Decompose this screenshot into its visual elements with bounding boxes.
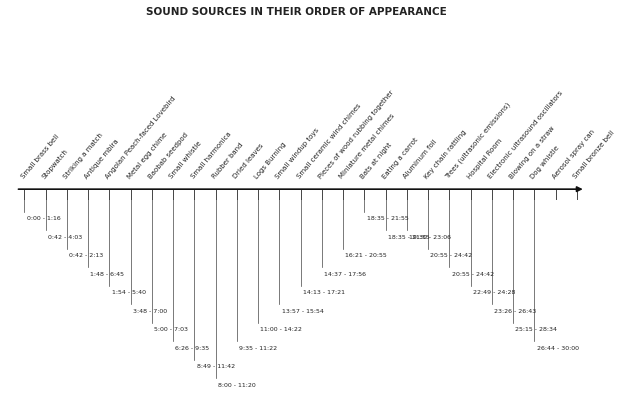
Text: 22:49 - 24:28: 22:49 - 24:28	[473, 290, 515, 295]
Text: 11:00 - 14:22: 11:00 - 14:22	[260, 327, 302, 332]
Text: Hospital Room: Hospital Room	[466, 137, 503, 180]
Text: 9:35 - 11:22: 9:35 - 11:22	[239, 346, 277, 351]
Text: Trees (ultrasonic emissions): Trees (ultrasonic emissions)	[444, 101, 512, 180]
Text: Dog whistle: Dog whistle	[530, 144, 561, 180]
Text: 23:26 - 26:43: 23:26 - 26:43	[494, 309, 537, 314]
Text: Dried leaves: Dried leaves	[232, 142, 265, 180]
Text: 0:42 - 4:03: 0:42 - 4:03	[48, 235, 82, 240]
Text: 0:00 - 1:16: 0:00 - 1:16	[27, 216, 61, 221]
Text: Pieces of wood rubbing together: Pieces of wood rubbing together	[317, 89, 395, 180]
Text: 18:35 - 21:55: 18:35 - 21:55	[388, 235, 430, 240]
Text: Key chain rattling: Key chain rattling	[424, 129, 468, 180]
Text: 13:57 - 15:54: 13:57 - 15:54	[281, 309, 323, 314]
Text: 14:37 - 17:56: 14:37 - 17:56	[324, 272, 366, 277]
Text: Aluminum foil: Aluminum foil	[402, 138, 438, 180]
Text: Miniature metal chimes: Miniature metal chimes	[338, 112, 396, 180]
Text: 20:55 - 24:42: 20:55 - 24:42	[452, 272, 494, 277]
Text: Rubber band: Rubber band	[211, 141, 244, 180]
Text: Small windup toys: Small windup toys	[275, 126, 321, 180]
Text: Aerosol spray can: Aerosol spray can	[551, 128, 595, 180]
Text: Bats at night: Bats at night	[360, 141, 393, 180]
Text: Small whistle: Small whistle	[168, 140, 203, 180]
Text: Small bronze bell: Small bronze bell	[572, 129, 616, 180]
Text: Stopwatch: Stopwatch	[41, 147, 69, 180]
Text: 19:30 - 23:06: 19:30 - 23:06	[409, 235, 451, 240]
Text: 1:48 - 6:45: 1:48 - 6:45	[90, 272, 124, 277]
Text: 0:42 - 2:13: 0:42 - 2:13	[69, 253, 104, 258]
Text: 20:55 - 24:42: 20:55 - 24:42	[431, 253, 472, 258]
Text: 6:26 - 9:35: 6:26 - 9:35	[175, 346, 210, 351]
Text: 3:48 - 7:00: 3:48 - 7:00	[133, 309, 167, 314]
Text: 25:15 - 28:34: 25:15 - 28:34	[515, 327, 557, 332]
Text: Small harmonica: Small harmonica	[190, 131, 232, 180]
Text: 1:54 - 5:40: 1:54 - 5:40	[112, 290, 145, 295]
Text: 26:44 - 30:00: 26:44 - 30:00	[537, 346, 578, 351]
Text: 18:35 - 21:55: 18:35 - 21:55	[367, 216, 409, 221]
Text: Baobab seedpod: Baobab seedpod	[147, 131, 189, 180]
Text: Logs Burning: Logs Burning	[253, 141, 288, 180]
Text: Eating a carrot: Eating a carrot	[381, 136, 419, 180]
Text: Angolan Peach-faced Lovebird: Angolan Peach-faced Lovebird	[105, 95, 177, 180]
Title: SOUND SOURCES IN THEIR ORDER OF APPEARANCE: SOUND SOURCES IN THEIR ORDER OF APPEARAN…	[146, 7, 447, 17]
Text: Metal egg chime: Metal egg chime	[126, 131, 168, 180]
Text: Electronic ultrasound oscillators: Electronic ultrasound oscillators	[487, 90, 564, 180]
Text: Small brass bell: Small brass bell	[20, 134, 60, 180]
Text: 8:49 - 11:42: 8:49 - 11:42	[197, 364, 235, 369]
Text: 5:00 - 7:03: 5:00 - 7:03	[154, 327, 188, 332]
Text: Striking a match: Striking a match	[62, 131, 104, 180]
Text: Small ceramic wind chimes: Small ceramic wind chimes	[296, 102, 362, 180]
Text: 16:21 - 20:55: 16:21 - 20:55	[346, 253, 387, 258]
Text: 14:13 - 17:21: 14:13 - 17:21	[303, 290, 345, 295]
Text: 8:00 - 11:20: 8:00 - 11:20	[218, 383, 256, 388]
Text: Blowing on a straw: Blowing on a straw	[509, 125, 556, 180]
Text: Antique mbira: Antique mbira	[84, 138, 120, 180]
